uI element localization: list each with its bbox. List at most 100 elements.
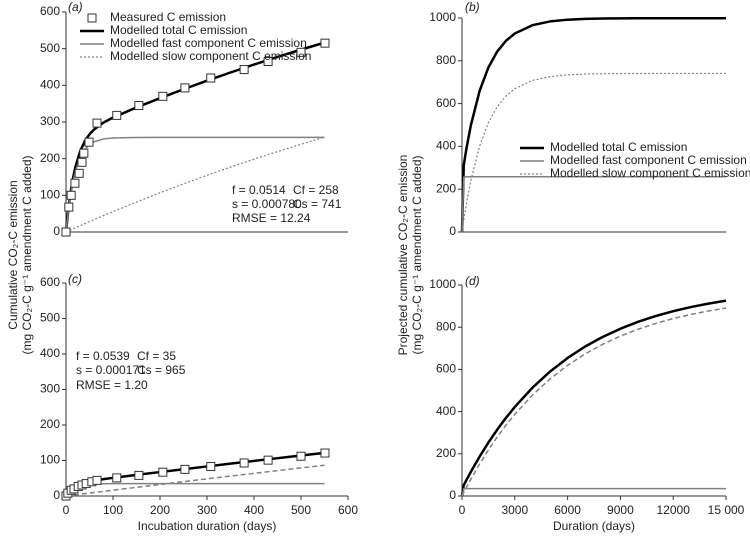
annotation: RMSE = 12.24	[232, 211, 311, 225]
data-point	[158, 467, 168, 477]
y-tick-label: 400	[40, 78, 60, 92]
data-point	[64, 202, 74, 212]
x-tick-label: 0	[63, 503, 70, 517]
data-point	[296, 47, 306, 57]
data-point	[112, 110, 122, 120]
data-point	[77, 157, 87, 167]
legend-label: Modelled fast component C emission	[550, 153, 747, 167]
series-line	[64, 451, 325, 497]
x-tick-label: 400	[244, 503, 264, 517]
x-tick-label: 100	[103, 503, 123, 517]
series-line	[64, 41, 325, 233]
y-axis-label: (mg CO₂-C g⁻¹ amendment C added)	[20, 155, 34, 354]
data-point	[92, 118, 102, 128]
y-tick-label: 0	[53, 488, 60, 502]
data-point	[180, 83, 190, 93]
y-tick-label: 300	[40, 382, 60, 396]
x-tick-label: 500	[291, 503, 311, 517]
data-point	[134, 101, 144, 110]
annotation: s = 0.000171	[76, 363, 146, 377]
y-tick-label: 0	[449, 488, 456, 502]
annotation: s = 0.000780	[232, 197, 302, 211]
data-point	[74, 168, 84, 178]
annotation: Cf = 35	[137, 349, 176, 363]
panel-label: (a)	[68, 0, 83, 14]
y-tick-label: 600	[40, 275, 60, 289]
annotation: RMSE = 1.20	[76, 378, 148, 392]
y-tick-label: 600	[40, 4, 60, 18]
legend-label: Modelled total C emission	[550, 140, 687, 154]
data-point	[263, 57, 273, 66]
annotation: Cs = 965	[137, 363, 186, 377]
data-point	[239, 65, 249, 75]
y-tick-label: 800	[436, 319, 456, 333]
series-line	[65, 464, 325, 497]
data-point	[66, 190, 76, 200]
data-point	[61, 227, 71, 237]
y-tick-label: 500	[40, 311, 60, 325]
x-tick-label: 0	[459, 503, 466, 517]
data-point	[84, 137, 94, 147]
x-axis-label: Duration (days)	[553, 519, 635, 533]
data-point	[158, 91, 168, 101]
y-tick-label: 200	[436, 181, 456, 195]
series-line	[461, 176, 726, 233]
y-tick-label: 0	[449, 224, 456, 238]
y-tick-label: 200	[436, 446, 456, 460]
series-line	[461, 307, 727, 497]
annotation: f = 0.0539	[76, 349, 130, 363]
data-point	[320, 38, 330, 48]
panel-label: (d)	[465, 274, 480, 288]
y-tick-label: 0	[53, 224, 60, 238]
y-tick-label: 100	[40, 453, 60, 467]
series-line	[461, 72, 726, 233]
data-point	[263, 455, 273, 465]
y-tick-label: 100	[40, 188, 60, 202]
y-tick-label: 500	[40, 41, 60, 55]
data-point	[134, 470, 144, 480]
legend-label: Modelled fast component C emission	[110, 36, 307, 50]
y-tick-label: 400	[436, 404, 456, 418]
series-line	[65, 136, 325, 233]
data-point	[92, 475, 102, 485]
data-point	[79, 148, 89, 158]
legend-label: Modelled slow component C emission	[550, 166, 750, 180]
x-tick-label: 15 000	[708, 503, 745, 517]
x-tick-label: 6000	[554, 503, 581, 517]
data-point	[70, 178, 80, 188]
legend-label: Modelled slow component C emission	[110, 49, 311, 63]
data-point	[112, 473, 122, 483]
y-tick-label: 600	[436, 362, 456, 376]
y-tick-label: 300	[40, 114, 60, 128]
x-axis-label: Incubation duration (days)	[138, 519, 277, 533]
y-axis-label: Cumulative CO₂-C emission	[6, 180, 20, 329]
data-point	[206, 73, 216, 83]
x-tick-label: 600	[338, 503, 358, 517]
data-point	[180, 464, 190, 474]
y-tick-label: 200	[40, 151, 60, 165]
legend-label: Measured C emission	[110, 10, 226, 24]
series-line	[460, 299, 727, 497]
y-axis-label: Projected cumulative CO₂-C emission	[396, 155, 410, 356]
y-tick-label: 1000	[429, 10, 456, 24]
panel-label: (c)	[68, 272, 82, 286]
data-point	[239, 458, 249, 468]
series-line	[461, 487, 726, 497]
annotation: Cf = 258	[293, 183, 339, 197]
data-point	[296, 451, 306, 461]
y-tick-label: 800	[436, 53, 456, 67]
legend-label: Modelled total C emission	[110, 23, 247, 37]
x-tick-label: 200	[150, 503, 170, 517]
y-tick-label: 200	[40, 417, 60, 431]
y-tick-label: 400	[436, 139, 456, 153]
y-tick-label: 600	[436, 96, 456, 110]
data-point	[320, 448, 330, 458]
panel-label: (b)	[465, 0, 480, 14]
data-point	[206, 462, 216, 472]
y-tick-label: 1000	[429, 277, 456, 291]
annotation: Cs = 741	[293, 197, 342, 211]
y-tick-label: 400	[40, 346, 60, 360]
x-tick-label: 3000	[501, 503, 528, 517]
y-axis-label: (mg CO₂-C g⁻¹ amendment C added)	[410, 155, 424, 354]
